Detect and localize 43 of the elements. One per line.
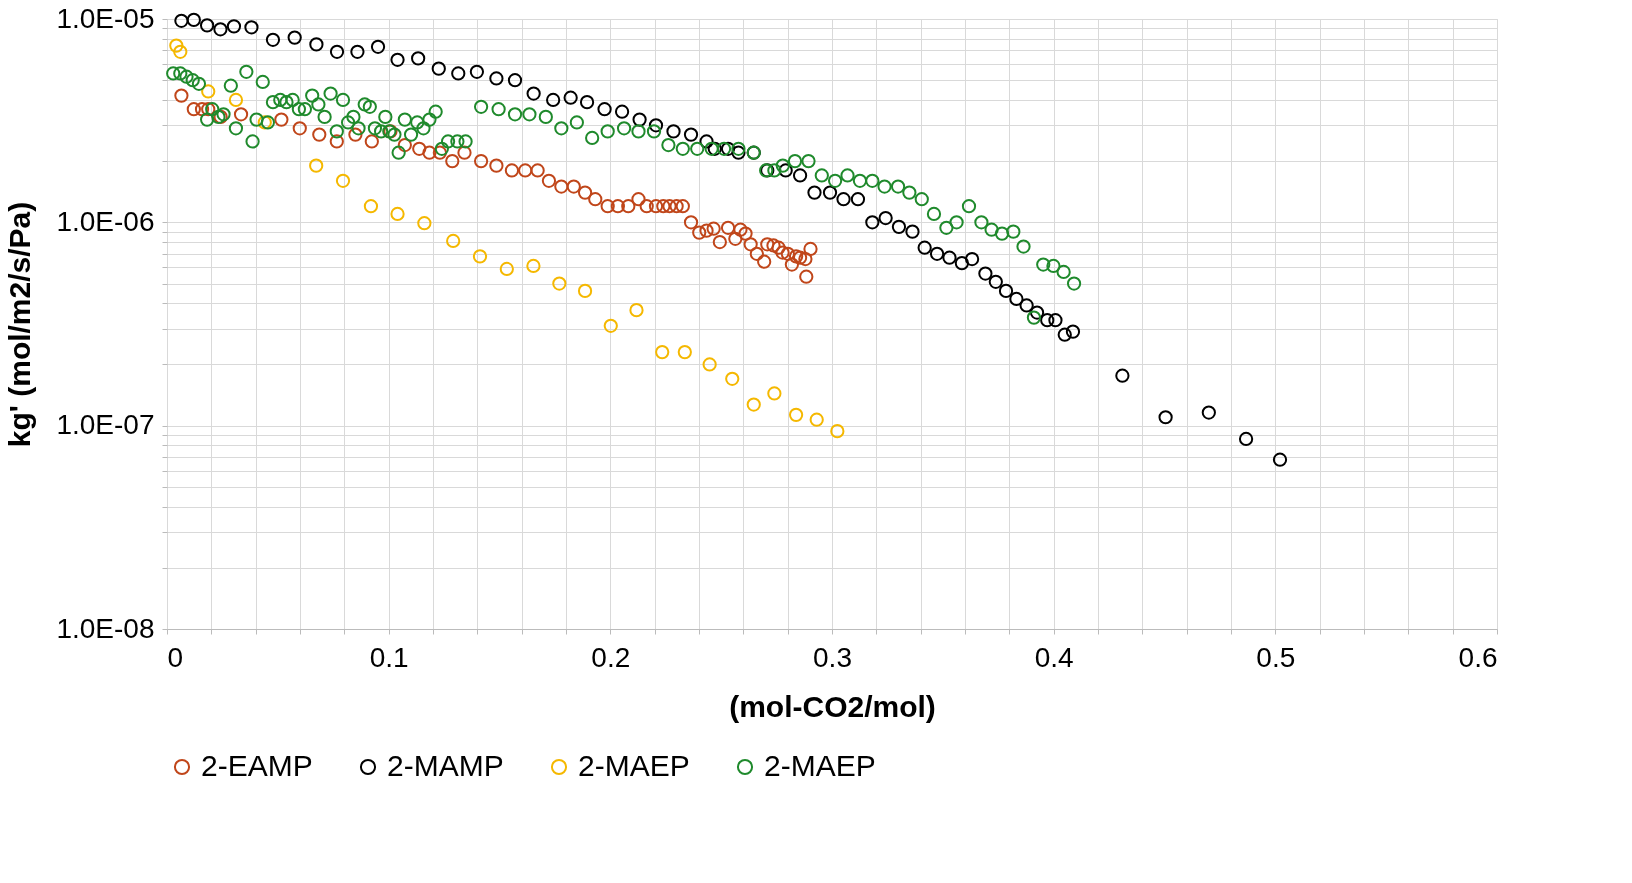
point xyxy=(552,276,567,291)
point xyxy=(655,345,670,360)
point xyxy=(577,283,593,299)
point xyxy=(788,407,804,422)
point xyxy=(417,216,432,231)
legend-label: 2-MAEP xyxy=(578,749,690,782)
y-tick-label: 1.0E-07 xyxy=(56,409,155,441)
x-tick-label: 0.1 xyxy=(369,641,409,673)
x-tick-label: 0.4 xyxy=(1034,641,1074,673)
point xyxy=(702,357,717,372)
point xyxy=(603,318,618,333)
legend-label: 2-MAEP xyxy=(764,749,876,782)
point xyxy=(335,173,351,188)
point xyxy=(173,44,188,59)
legend-label: 2-EAMP xyxy=(201,749,313,782)
point xyxy=(390,206,405,222)
x-tick-label: 0.2 xyxy=(591,641,631,673)
legend-label: 2-MAMP xyxy=(387,749,504,782)
point xyxy=(746,397,761,412)
point xyxy=(309,158,324,173)
x-tick-label: 0.5 xyxy=(1256,641,1296,673)
point xyxy=(228,92,244,108)
point xyxy=(169,38,184,53)
point xyxy=(677,345,692,360)
point xyxy=(629,303,644,318)
point xyxy=(201,84,216,99)
x-axis-title: (mol-CO2/mol) xyxy=(729,689,936,723)
point xyxy=(725,371,740,386)
y-axis-title: kg' (mol/m2/s/Pa) xyxy=(3,201,37,448)
y-tick-label: 1.0E-05 xyxy=(56,2,155,34)
x-tick-label: 0.3 xyxy=(813,641,852,673)
point xyxy=(446,233,461,249)
x-tick-label: 0 xyxy=(167,641,184,673)
point xyxy=(830,424,845,439)
point xyxy=(499,261,514,277)
point xyxy=(363,199,379,214)
x-tick-label: 0.6 xyxy=(1458,641,1498,673)
point xyxy=(809,412,824,427)
y-tick-label: 1.0E-08 xyxy=(56,612,155,644)
y-tick-label: 1.0E-06 xyxy=(56,205,155,237)
point xyxy=(472,249,488,264)
point xyxy=(526,258,541,274)
point xyxy=(767,386,782,401)
